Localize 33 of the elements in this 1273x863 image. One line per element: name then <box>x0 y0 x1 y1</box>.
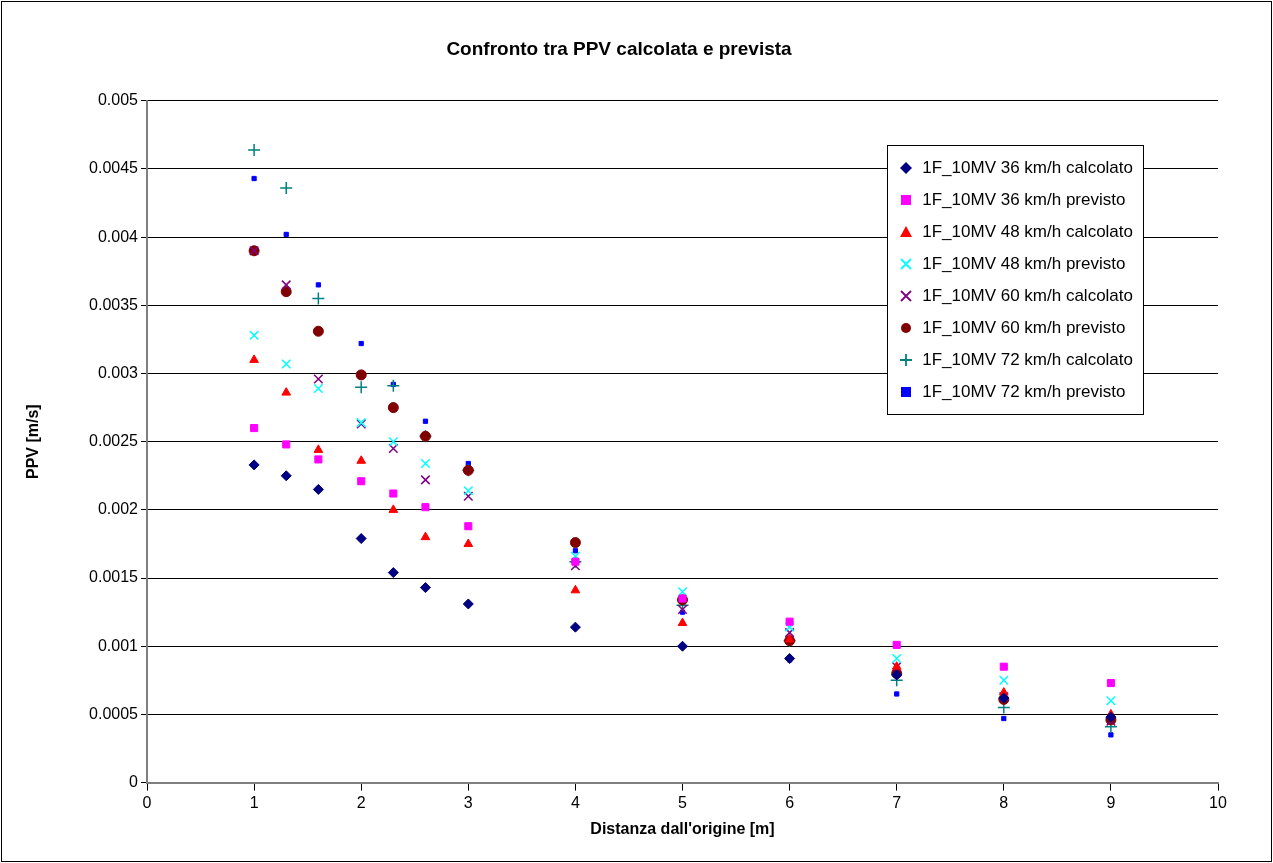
x-tick-label: 5 <box>678 793 688 811</box>
x-tick-label: 8 <box>999 793 1009 811</box>
x-tick-label: 10 <box>1209 793 1227 811</box>
y-tick-label: 0.001 <box>97 636 139 654</box>
y-tick-label: 0 <box>129 773 139 791</box>
legend-label: 1F_10MV 72 km/h calcolato <box>922 349 1133 370</box>
legend-label: 1F_10MV 60 km/h previsto <box>922 317 1126 338</box>
legend-label: 1F_10MV 36 km/h previsto <box>922 189 1126 210</box>
x-tick-label: 6 <box>785 793 795 811</box>
y-tick-label: 0.0035 <box>89 295 139 313</box>
y-tick-label: 0.0025 <box>89 432 139 450</box>
x-tick-label: 9 <box>1106 793 1116 811</box>
legend-label: 1F_10MV 72 km/h previsto <box>922 381 1126 402</box>
y-tick-label: 0.0005 <box>89 704 139 722</box>
y-tick-label: 0.005 <box>97 91 139 109</box>
y-tick-label: 0.002 <box>97 500 139 518</box>
y-tick-label: 0.0015 <box>89 568 139 586</box>
legend-label: 1F_10MV 48 km/h calcolato <box>922 221 1133 242</box>
y-tick-label: 0.0045 <box>89 159 139 177</box>
y-tick-label: 0.003 <box>97 363 139 381</box>
y-axis-title: PPV [m/s] <box>24 404 42 480</box>
x-tick-label: 1 <box>249 793 259 811</box>
chart-title: Confronto tra PPV calcolata e prevista <box>446 37 793 59</box>
legend-label: 1F_10MV 48 km/h previsto <box>922 253 1126 274</box>
x-tick-label: 2 <box>356 793 366 811</box>
legend-label: 1F_10MV 60 km/h calcolato <box>922 285 1133 306</box>
x-tick-label: 4 <box>570 793 580 811</box>
legend-label: 1F_10MV 36 km/h calcolato <box>922 157 1133 178</box>
x-tick-label: 0 <box>142 793 152 811</box>
x-tick-label: 3 <box>463 793 473 811</box>
y-tick-label: 0.004 <box>97 227 139 245</box>
x-tick-label: 7 <box>892 793 902 811</box>
x-axis-title: Distanza dall'origine [m] <box>590 819 775 837</box>
